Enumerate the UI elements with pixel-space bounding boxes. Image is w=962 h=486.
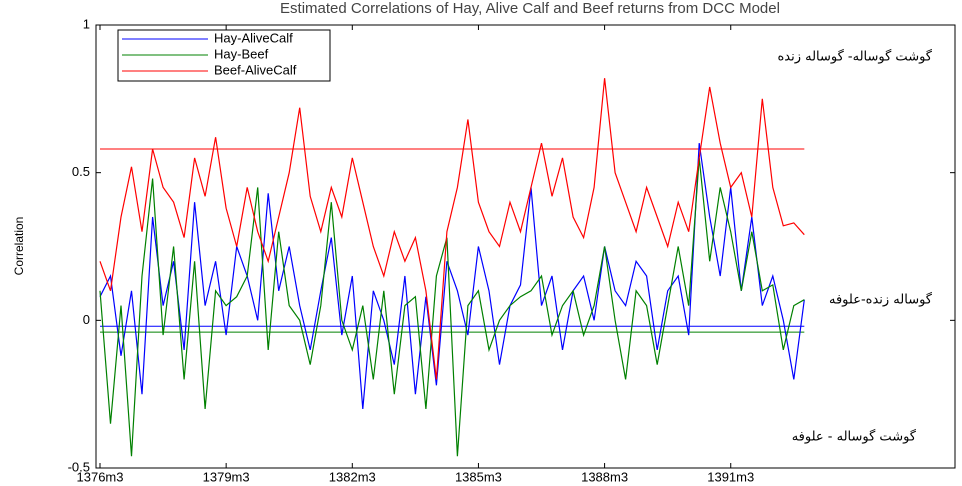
legend-label: Hay-AliveCalf [214, 30, 293, 45]
x-tick-label: 1382m3 [329, 469, 376, 484]
legend-label: Beef-AliveCalf [214, 62, 297, 77]
annotation: گوشت گوساله- گوساله زنده [777, 49, 932, 65]
series-line [99, 78, 805, 380]
chart-title: Estimated Correlations of Hay, Alive Cal… [280, 0, 780, 17]
annotation: گوساله زنده-علوفه [829, 292, 933, 308]
x-tick-label: 1391m3 [707, 469, 754, 484]
y-tick-label: 0 [83, 312, 90, 327]
x-tick-label: 1379m3 [203, 469, 250, 484]
y-tick-label: -0.5 [68, 459, 90, 474]
series-line [99, 157, 805, 457]
series-line [99, 143, 805, 409]
y-tick-label: 1 [83, 16, 90, 31]
x-tick-label: 1388m3 [581, 469, 628, 484]
x-tick-label: 1385m3 [455, 469, 502, 484]
legend-label: Hay-Beef [214, 46, 269, 61]
y-tick-label: 0.5 [72, 164, 90, 179]
annotation: گوشت گوساله - علوفه [792, 429, 917, 445]
y-axis-label: Correlation [12, 217, 26, 276]
plot-area [95, 24, 956, 469]
x-tick-label: 1376m3 [77, 469, 124, 484]
